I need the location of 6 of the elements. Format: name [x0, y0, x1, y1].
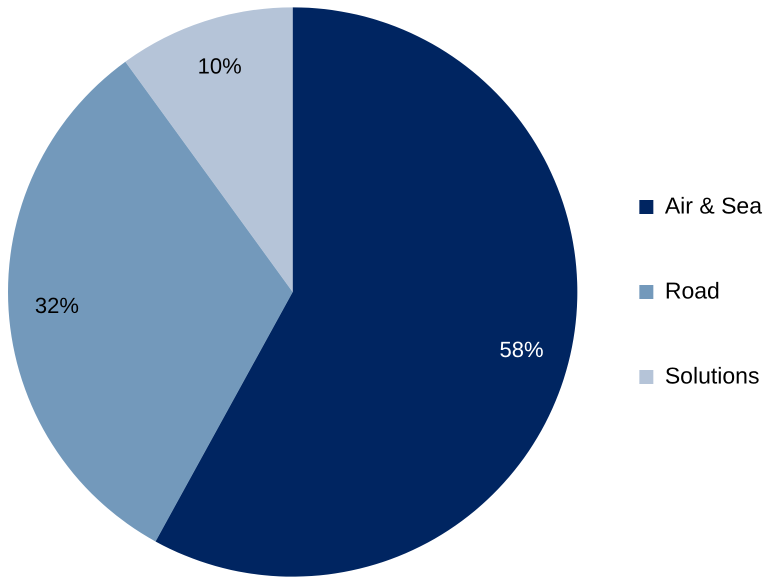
legend-label: Road — [664, 277, 720, 304]
data-label: 58% — [500, 336, 544, 362]
data-label: 10% — [198, 53, 242, 78]
legend-label: Solutions — [664, 362, 760, 388]
legend-label: Air & Sea — [664, 192, 762, 218]
data-label: 32% — [34, 292, 79, 318]
